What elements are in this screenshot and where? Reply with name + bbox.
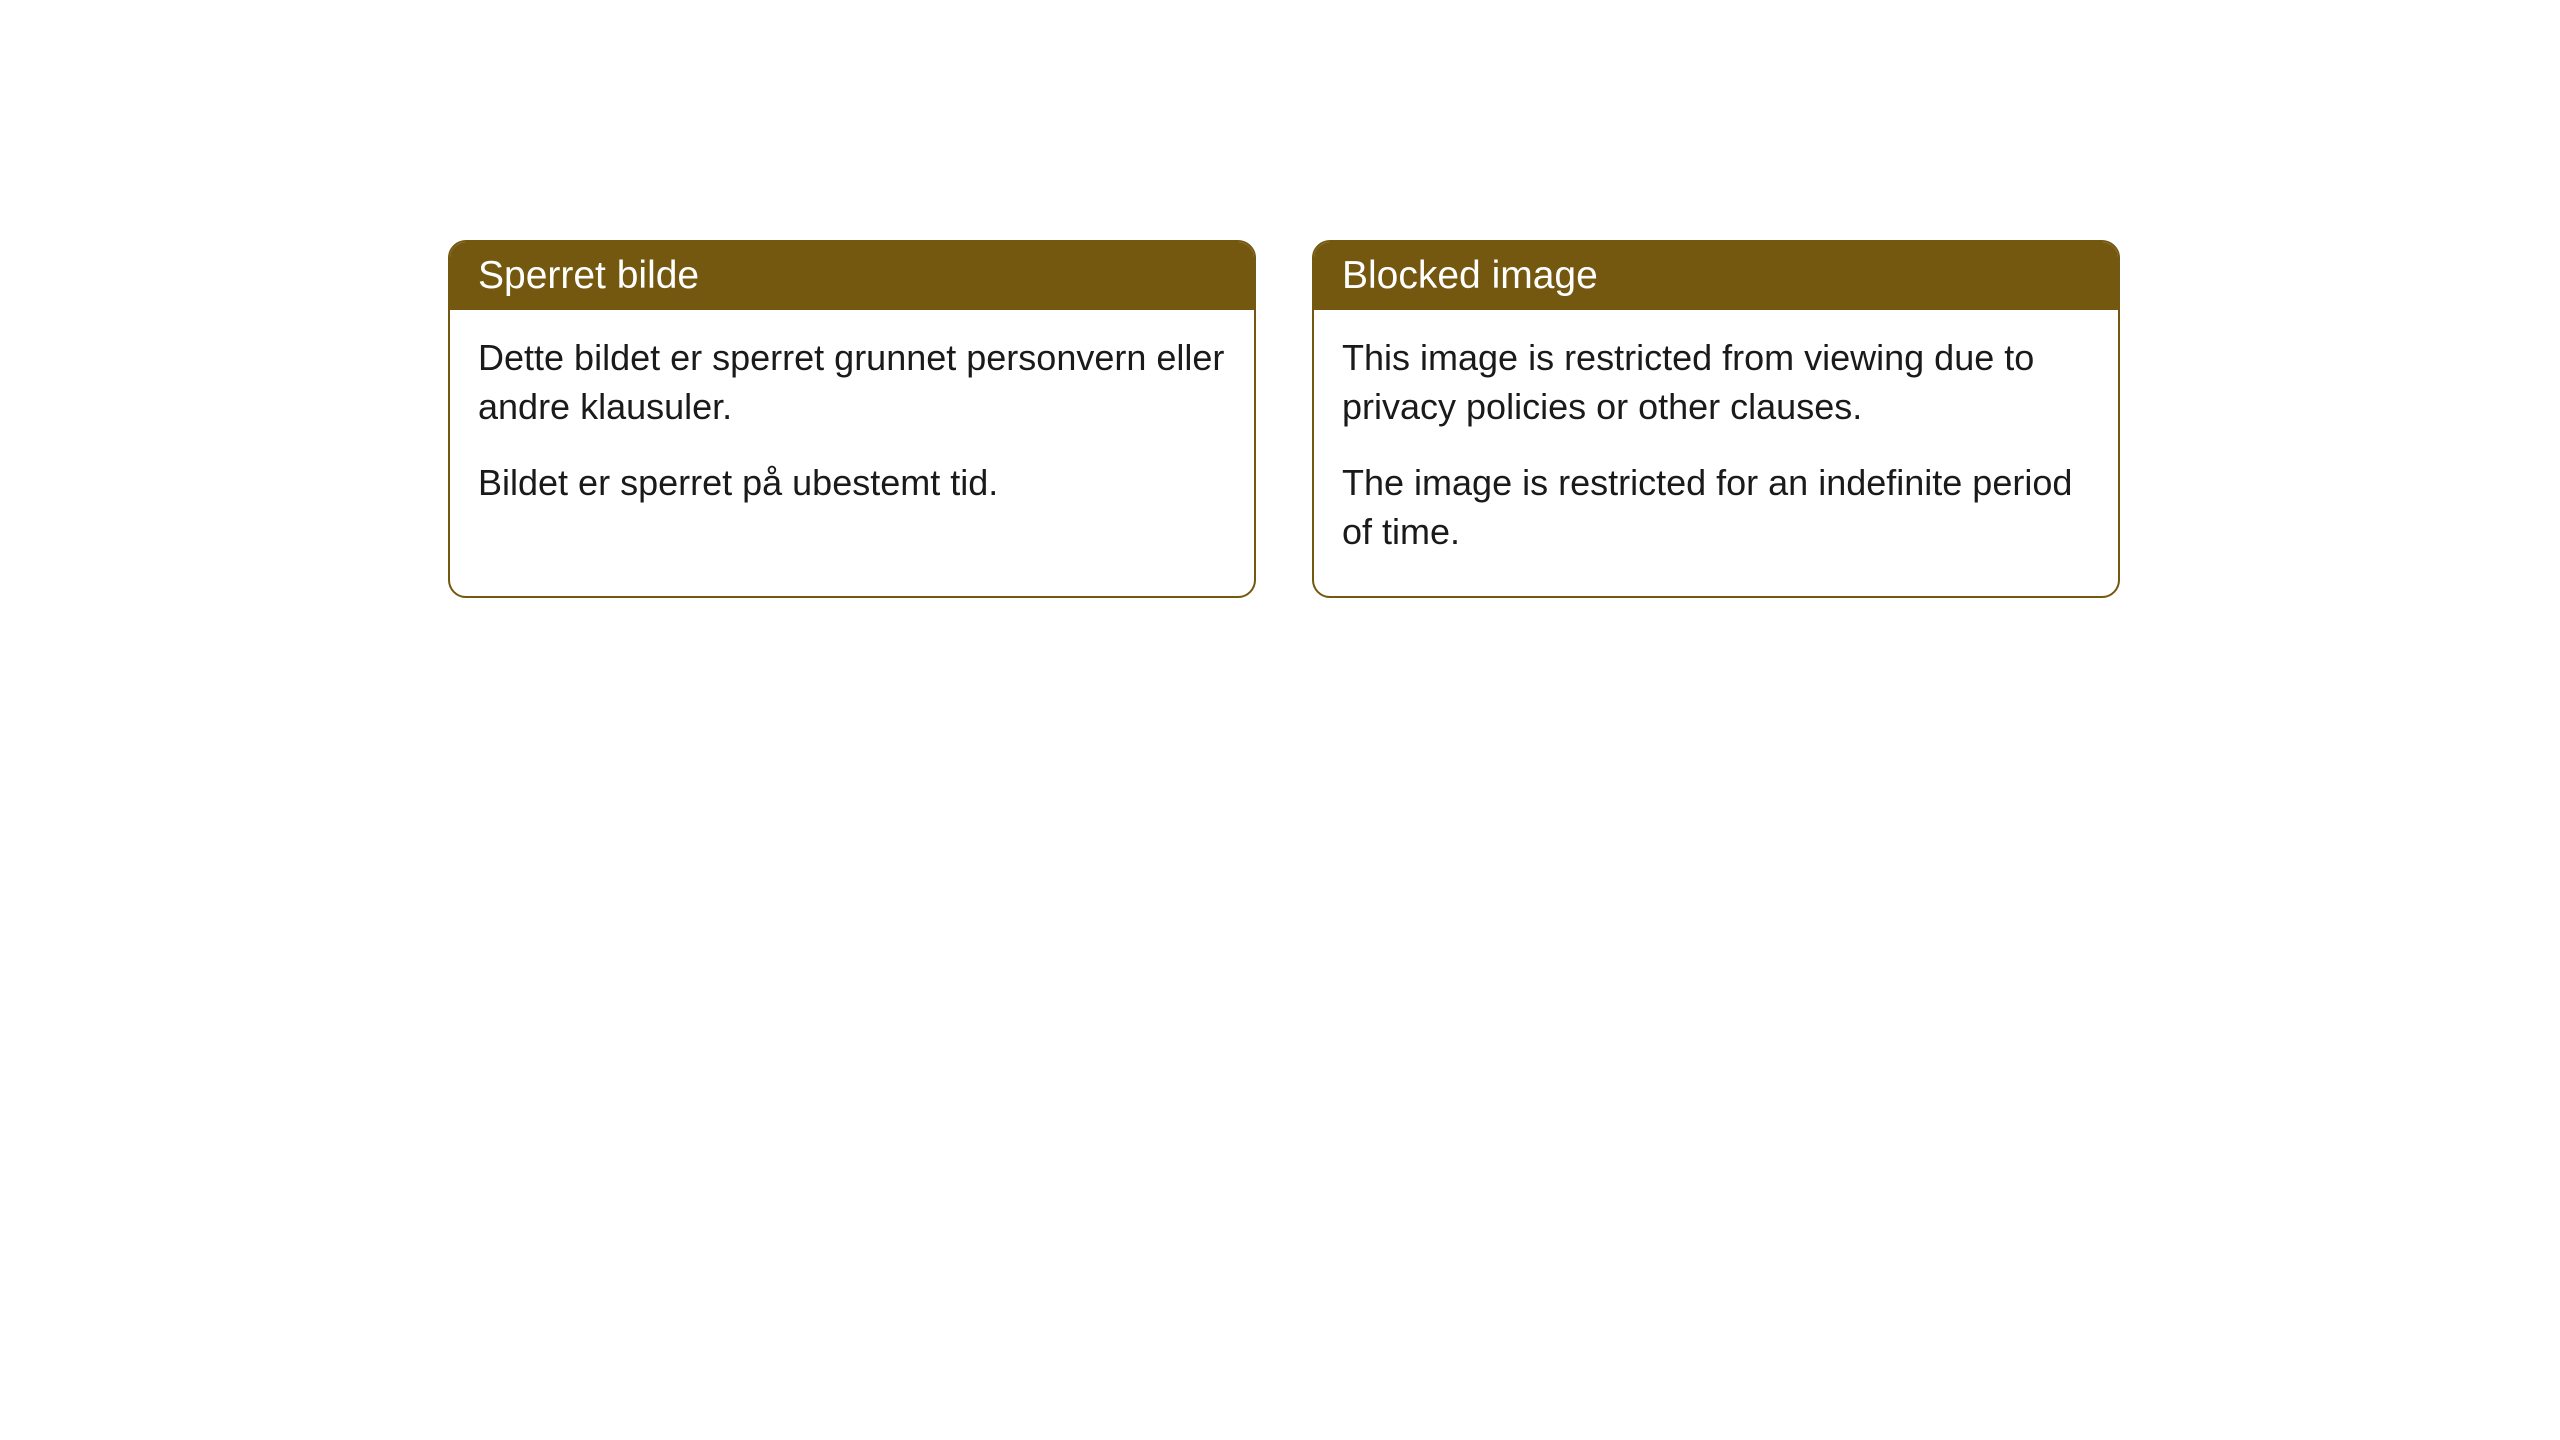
card-body-norwegian: Dette bildet er sperret grunnet personve…: [450, 310, 1254, 548]
card-header-norwegian: Sperret bilde: [450, 242, 1254, 310]
card-paragraph-2-english: The image is restricted for an indefinit…: [1342, 459, 2090, 556]
card-paragraph-1-norwegian: Dette bildet er sperret grunnet personve…: [478, 334, 1226, 431]
message-cards-container: Sperret bilde Dette bildet er sperret gr…: [448, 240, 2120, 598]
card-title-english: Blocked image: [1342, 254, 1598, 297]
card-title-norwegian: Sperret bilde: [478, 254, 699, 297]
card-body-english: This image is restricted from viewing du…: [1314, 310, 2118, 596]
card-header-english: Blocked image: [1314, 242, 2118, 310]
card-paragraph-1-english: This image is restricted from viewing du…: [1342, 334, 2090, 431]
card-paragraph-2-norwegian: Bildet er sperret på ubestemt tid.: [478, 459, 1226, 508]
blocked-image-card-english: Blocked image This image is restricted f…: [1312, 240, 2120, 598]
blocked-image-card-norwegian: Sperret bilde Dette bildet er sperret gr…: [448, 240, 1256, 598]
